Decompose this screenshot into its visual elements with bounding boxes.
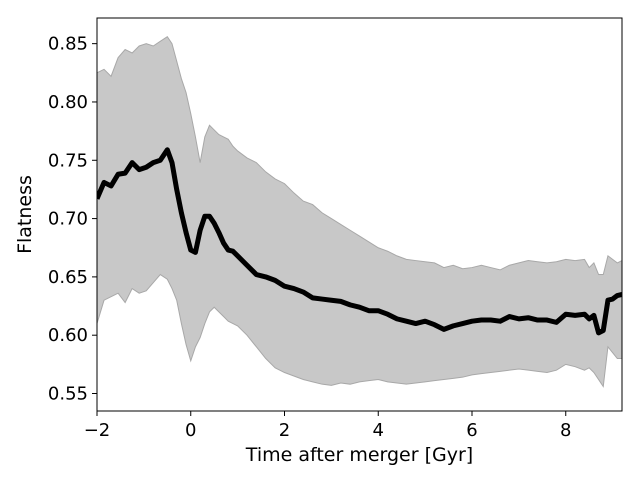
x-tick-label: 8 bbox=[560, 420, 571, 441]
x-axis: −2 0 2 4 6 8 bbox=[84, 411, 571, 441]
y-axis-label: Flatness bbox=[14, 175, 36, 254]
y-axis: 0.55 0.60 0.65 0.70 0.75 0.80 0.85 bbox=[48, 34, 97, 405]
x-tick-label: 4 bbox=[373, 420, 384, 441]
median-line bbox=[97, 147, 622, 336]
y-tick-label: 0.55 bbox=[48, 384, 88, 405]
y-tick-label: 0.75 bbox=[48, 150, 88, 171]
plot-frame bbox=[96, 17, 623, 412]
plot-area bbox=[97, 35, 622, 388]
x-tick-label: 2 bbox=[279, 420, 290, 441]
x-tick-label: −2 bbox=[84, 420, 111, 441]
y-tick-label: 0.85 bbox=[48, 34, 88, 55]
x-tick-label: 0 bbox=[185, 420, 196, 441]
spread-band bbox=[97, 35, 622, 388]
y-tick-label: 0.60 bbox=[48, 325, 88, 346]
y-tick-label: 0.80 bbox=[48, 92, 88, 113]
x-axis-label: Time after merger [Gyr] bbox=[245, 444, 473, 466]
y-tick-label: 0.70 bbox=[48, 209, 88, 230]
y-tick-label: 0.65 bbox=[48, 267, 88, 288]
x-tick-label: 6 bbox=[466, 420, 477, 441]
